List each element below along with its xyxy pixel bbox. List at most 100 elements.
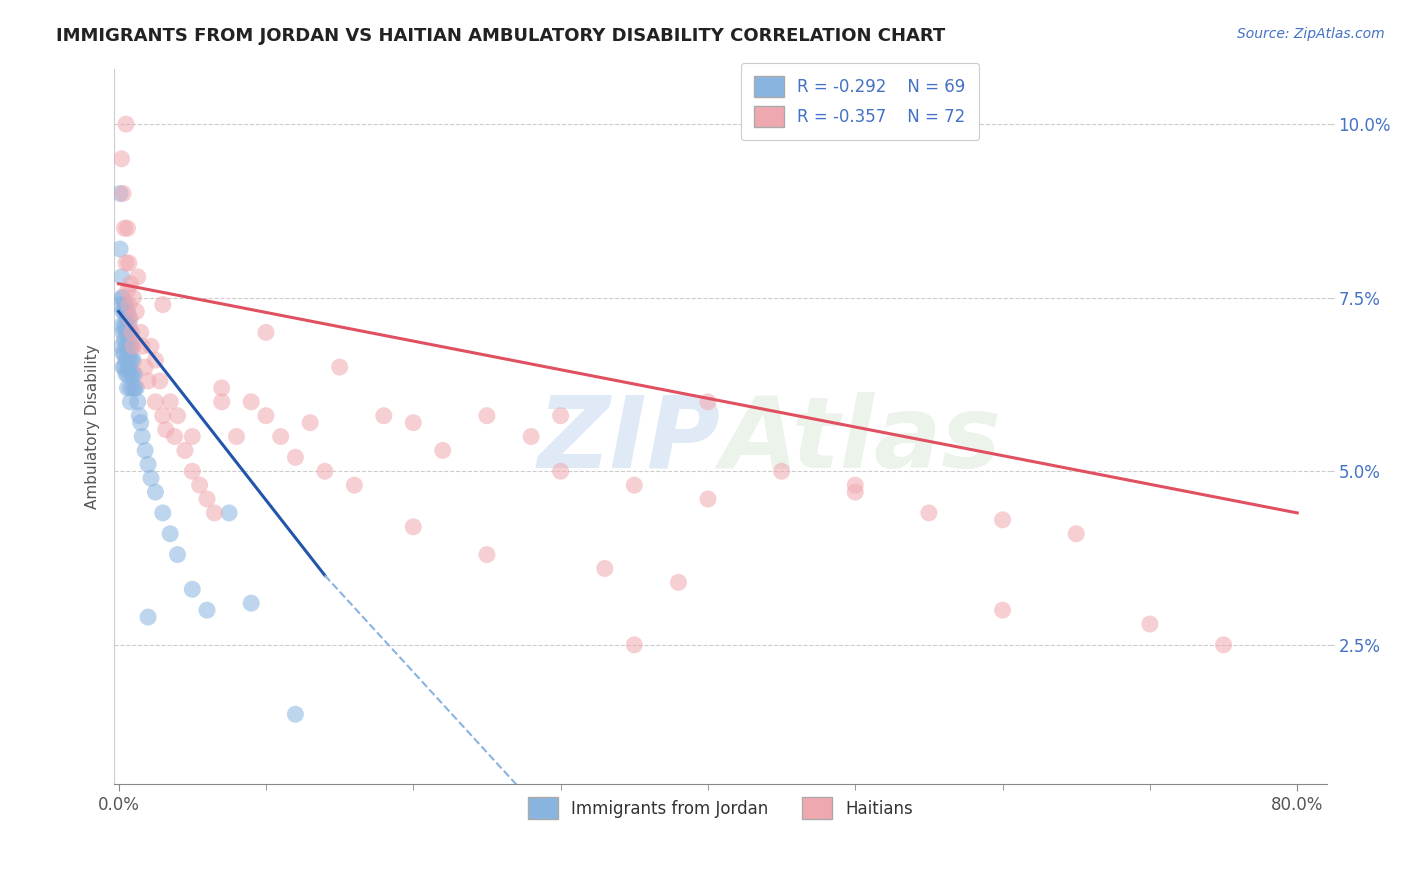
Point — [136, 610, 159, 624]
Point — [270, 429, 292, 443]
Point — [120, 394, 142, 409]
Point — [115, 304, 138, 318]
Point — [118, 346, 141, 360]
Point — [121, 326, 143, 340]
Text: IMMIGRANTS FROM JORDAN VS HAITIAN AMBULATORY DISABILITY CORRELATION CHART: IMMIGRANTS FROM JORDAN VS HAITIAN AMBULA… — [56, 27, 945, 45]
Point — [918, 506, 941, 520]
Point — [115, 297, 138, 311]
Point — [122, 291, 145, 305]
Point — [668, 575, 690, 590]
Point — [128, 409, 150, 423]
Point — [121, 339, 143, 353]
Point — [152, 409, 174, 423]
Point — [122, 381, 145, 395]
Point — [115, 117, 138, 131]
Point — [118, 256, 141, 270]
Point — [159, 526, 181, 541]
Point — [110, 291, 132, 305]
Point — [120, 311, 142, 326]
Point — [181, 464, 204, 478]
Point — [125, 381, 148, 395]
Point — [117, 381, 139, 395]
Point — [118, 318, 141, 333]
Point — [112, 326, 135, 340]
Point — [254, 409, 277, 423]
Point — [211, 381, 233, 395]
Point — [284, 707, 307, 722]
Point — [115, 367, 138, 381]
Point — [181, 582, 204, 597]
Point — [240, 394, 263, 409]
Point — [520, 429, 543, 443]
Point — [329, 360, 352, 375]
Point — [120, 339, 142, 353]
Point — [115, 318, 138, 333]
Point — [122, 367, 145, 381]
Point — [166, 548, 188, 562]
Point — [117, 339, 139, 353]
Point — [115, 256, 138, 270]
Point — [118, 332, 141, 346]
Y-axis label: Ambulatory Disability: Ambulatory Disability — [86, 343, 100, 508]
Text: ZIP: ZIP — [537, 392, 720, 489]
Point — [623, 638, 645, 652]
Point — [195, 491, 218, 506]
Point — [550, 409, 572, 423]
Point — [112, 291, 135, 305]
Point — [299, 416, 322, 430]
Point — [112, 186, 135, 201]
Point — [115, 326, 138, 340]
Point — [115, 353, 138, 368]
Point — [114, 318, 136, 333]
Point — [112, 360, 135, 375]
Point — [152, 297, 174, 311]
Point — [110, 339, 132, 353]
Point — [134, 443, 156, 458]
Point — [114, 346, 136, 360]
Point — [122, 353, 145, 368]
Point — [844, 478, 866, 492]
Point — [127, 269, 149, 284]
Point — [122, 339, 145, 353]
Point — [120, 326, 142, 340]
Point — [131, 339, 153, 353]
Point — [129, 326, 152, 340]
Point — [623, 478, 645, 492]
Point — [174, 443, 197, 458]
Point — [108, 186, 131, 201]
Point — [110, 152, 132, 166]
Point — [284, 450, 307, 465]
Point — [373, 409, 395, 423]
Point — [1139, 617, 1161, 632]
Point — [129, 416, 152, 430]
Point — [108, 297, 131, 311]
Legend: Immigrants from Jordan, Haitians: Immigrants from Jordan, Haitians — [522, 790, 920, 825]
Point — [475, 548, 498, 562]
Point — [152, 506, 174, 520]
Point — [159, 394, 181, 409]
Point — [202, 506, 225, 520]
Point — [1212, 638, 1234, 652]
Point — [696, 394, 718, 409]
Point — [991, 513, 1014, 527]
Point — [145, 485, 167, 500]
Point — [402, 520, 425, 534]
Point — [114, 332, 136, 346]
Point — [115, 339, 138, 353]
Point — [211, 394, 233, 409]
Point — [121, 353, 143, 368]
Point — [145, 394, 167, 409]
Point — [225, 429, 247, 443]
Point — [550, 464, 572, 478]
Point — [770, 464, 793, 478]
Text: Atlas: Atlas — [720, 392, 1001, 489]
Point — [402, 416, 425, 430]
Point — [114, 221, 136, 235]
Text: Source: ZipAtlas.com: Source: ZipAtlas.com — [1237, 27, 1385, 41]
Point — [155, 423, 177, 437]
Point — [124, 381, 146, 395]
Point — [120, 367, 142, 381]
Point — [145, 353, 167, 368]
Point — [844, 485, 866, 500]
Point — [240, 596, 263, 610]
